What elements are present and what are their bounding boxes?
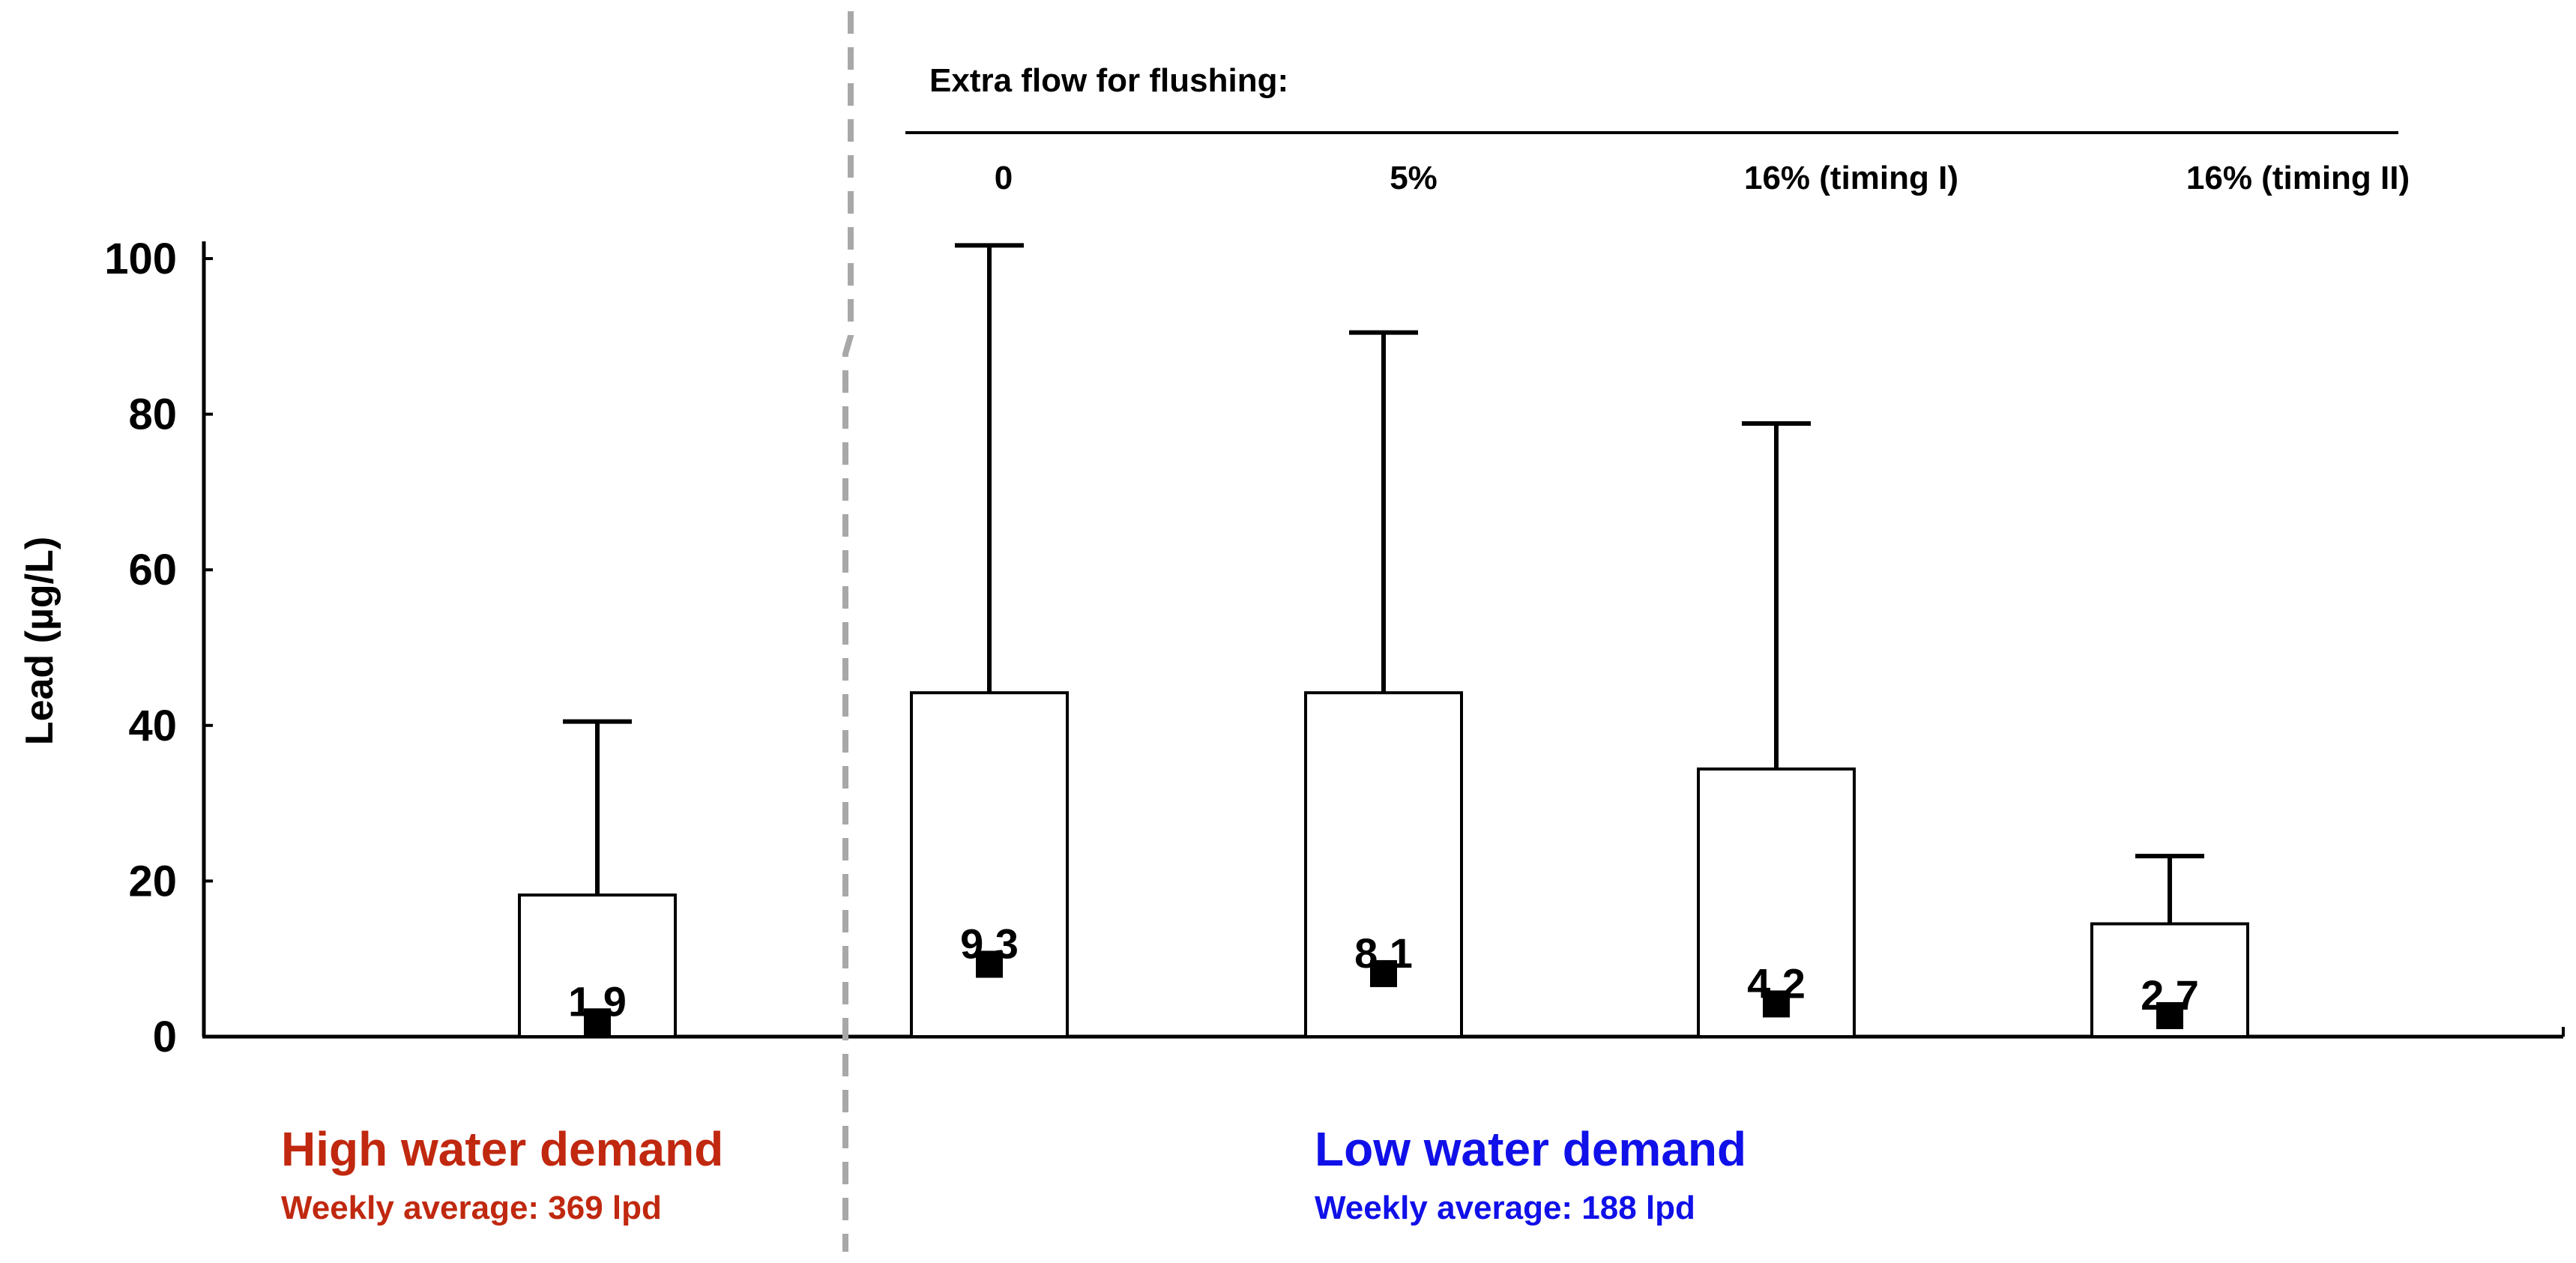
category-label: 16% (timing II): [2186, 160, 2410, 196]
median-marker: [976, 950, 1003, 978]
flushing-header: Extra flow for flushing:: [929, 62, 1288, 99]
y-ticks: 0 20 40 60 80 100: [104, 235, 213, 1061]
high-demand-subtitle: Weekly average: 369 lpd: [281, 1190, 662, 1226]
y-tick-label: 80: [128, 391, 177, 439]
y-tick-label: 100: [104, 235, 177, 283]
median-marker: [1763, 990, 1790, 1018]
low-demand-title: Low water demand: [1315, 1122, 1746, 1176]
y-tick-label: 60: [128, 546, 177, 594]
y-tick-label: 40: [128, 702, 177, 750]
category-label: 16% (timing I): [1744, 160, 1958, 196]
low-demand-subtitle: Weekly average: 188 lpd: [1315, 1190, 1695, 1226]
median-marker: [1370, 959, 1397, 987]
y-tick-label: 0: [153, 1013, 177, 1061]
group-divider-line: [842, 11, 854, 1252]
high-demand-title: High water demand: [281, 1122, 723, 1176]
category-label: 0: [995, 160, 1013, 196]
median-marker: [2156, 1001, 2183, 1029]
median-marker: [584, 1008, 611, 1036]
boxes: 1.99.308.15%4.216% (timing I)2.716% (tim…: [518, 160, 2410, 1038]
y-tick-label: 20: [128, 857, 177, 905]
y-axis-label: Lead (µg/L): [18, 537, 61, 745]
box: [910, 691, 1069, 1038]
category-label: 5%: [1390, 160, 1438, 196]
